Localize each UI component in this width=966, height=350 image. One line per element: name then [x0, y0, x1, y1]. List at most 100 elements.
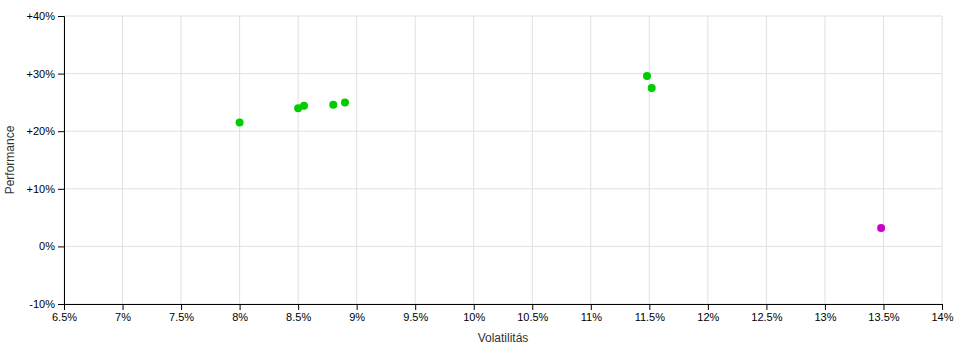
tick-label: -10%	[29, 298, 55, 310]
tick-label: 11.5%	[635, 311, 666, 323]
tick-label: 6.5%	[52, 311, 77, 323]
tick-label: 7%	[115, 311, 131, 323]
series	[236, 72, 656, 127]
tick: 8%	[232, 304, 248, 323]
tick: +10%	[27, 183, 64, 195]
tick-mark	[58, 304, 64, 305]
tick-label: 12%	[697, 311, 719, 323]
grid-line	[64, 188, 942, 189]
tick-mark	[123, 304, 124, 310]
tick: +20%	[27, 125, 64, 137]
tick: -10%	[29, 298, 64, 310]
tick-label: 14%	[931, 311, 953, 323]
grid-line	[122, 16, 123, 304]
tick-mark	[58, 189, 64, 190]
tick-mark	[415, 304, 416, 310]
grid-line	[64, 246, 942, 247]
point	[236, 119, 244, 127]
tick: 9%	[349, 304, 365, 323]
tick-mark	[298, 304, 299, 310]
grid-line	[942, 16, 943, 304]
grid-line	[356, 16, 357, 304]
tick: 9.5%	[403, 304, 428, 323]
grid-line	[64, 131, 942, 132]
tick-label: 9.5%	[403, 311, 428, 323]
tick-mark	[942, 304, 943, 310]
grid-line	[181, 16, 182, 304]
tick: 14%	[931, 304, 953, 323]
grid-line	[532, 16, 533, 304]
tick-mark	[58, 131, 64, 132]
tick-mark	[883, 304, 884, 310]
tick-label: 11%	[581, 311, 602, 323]
x-axis-title: Volatilitás	[478, 331, 529, 345]
tick: 7%	[115, 304, 131, 323]
tick-label: 12.5%	[751, 311, 782, 323]
grid	[64, 16, 942, 304]
tick-mark	[649, 304, 650, 310]
tick-label: 10%	[463, 311, 485, 323]
point	[648, 84, 656, 92]
x-axis: 6.5% 7% 7.5% 8% 8.5% 9% 9.5% 10% 10.5% 11% 11.5% 12…	[52, 304, 954, 323]
grid-line	[298, 16, 299, 304]
tick-mark	[58, 16, 64, 17]
point	[329, 101, 337, 109]
tick-mark	[766, 304, 767, 310]
grid-line	[707, 16, 708, 304]
tick: 8.5%	[286, 304, 311, 323]
grid-line	[824, 16, 825, 304]
tick-mark	[474, 304, 475, 310]
tick-mark	[825, 304, 826, 310]
tick-mark	[181, 304, 182, 310]
tick: 10.5%	[517, 304, 548, 323]
tick-label: 8%	[232, 311, 248, 323]
tick-mark	[240, 304, 241, 310]
grid-line	[239, 16, 240, 304]
tick: +40%	[27, 10, 64, 22]
tick: 7.5%	[169, 304, 194, 323]
tick: 0%	[39, 240, 64, 252]
chart: 6.5% 7% 7.5% 8% 8.5% 9% 9.5% 10% 10.5% 11% 11.5% 12…	[0, 0, 966, 350]
plot-area: 6.5% 7% 7.5% 8% 8.5% 9% 9.5% 10% 10.5% 11% 11.5% 12…	[27, 10, 954, 323]
grid-line	[415, 16, 416, 304]
tick: 10%	[463, 304, 485, 323]
tick-label: +40%	[27, 10, 56, 22]
grid-line	[649, 16, 650, 304]
tick-label: 0%	[39, 240, 55, 252]
tick-mark	[357, 304, 358, 310]
tick-mark	[532, 304, 533, 310]
tick-label: +30%	[27, 68, 56, 80]
tick-label: 10.5%	[517, 311, 548, 323]
series	[877, 224, 885, 232]
tick: 13.5%	[868, 304, 899, 323]
tick-label: +20%	[27, 125, 56, 137]
grid-line	[883, 16, 884, 304]
tick-label: 13.5%	[868, 311, 899, 323]
tick-mark	[708, 304, 709, 310]
y-axis: -10% 0% +10% +20% +30% +40%	[27, 10, 65, 310]
tick-label: 9%	[349, 311, 365, 323]
tick-label: 7.5%	[169, 311, 194, 323]
tick: 6.5%	[52, 304, 77, 323]
grid-line	[590, 16, 591, 304]
grid-line	[473, 16, 474, 304]
y-axis-title: Performance	[3, 125, 17, 194]
grid-line	[64, 16, 942, 17]
tick-mark	[591, 304, 592, 310]
tick: 11%	[581, 304, 602, 323]
point	[877, 224, 885, 232]
axis-line	[65, 305, 943, 311]
points	[236, 72, 886, 232]
grid-line	[64, 73, 942, 74]
tick: 12%	[697, 304, 719, 323]
tick-label: 13%	[814, 311, 836, 323]
point	[643, 72, 651, 80]
tick-label: 8.5%	[286, 311, 311, 323]
tick: 12.5%	[751, 304, 782, 323]
tick: 13%	[814, 304, 836, 323]
tick-mark	[58, 74, 64, 75]
point	[300, 102, 308, 110]
grid-line	[766, 16, 767, 304]
tick: +30%	[27, 68, 64, 80]
axis-line	[58, 17, 65, 305]
